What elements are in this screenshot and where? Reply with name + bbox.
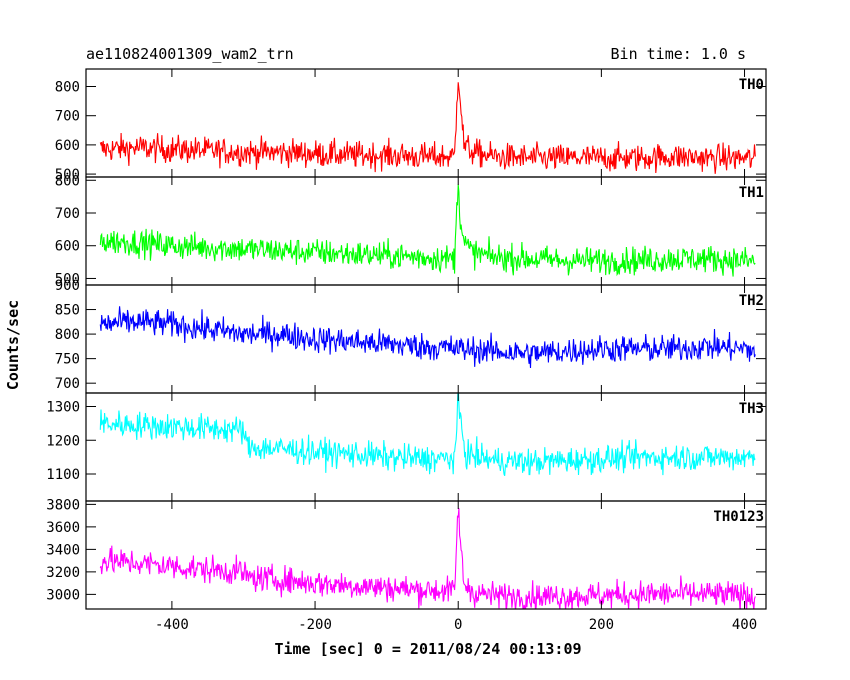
series-line-th0123	[99, 508, 756, 609]
x-tick-label: 200	[589, 617, 614, 633]
panel-label: TH2	[739, 293, 764, 309]
panel-th3: 1100 1200 1300 TH3	[46, 392, 767, 502]
y-tick-label: 800	[55, 173, 80, 189]
y-tick-label: 3000	[46, 587, 80, 603]
panel-label: TH3	[739, 401, 764, 417]
panel-th0123: 3000 3200 3400 3600 3800 TH0123	[46, 497, 767, 610]
x-tick-label: 0	[454, 617, 462, 633]
series-line-th3	[99, 393, 756, 477]
y-tick-label: 3600	[46, 520, 80, 536]
y-tick-label: 3800	[46, 497, 80, 513]
y-tick-label: 850	[55, 303, 80, 319]
panel-th1: 500 600 700 800 TH1	[55, 173, 767, 287]
x-tick-label: -400	[155, 617, 189, 633]
y-tick-label: 750	[55, 352, 80, 368]
x-tick-label: -200	[298, 617, 332, 633]
panel-label: TH0	[739, 77, 764, 93]
y-tick-label: 500	[55, 271, 80, 287]
series-line-th0	[99, 82, 756, 174]
y-tick-label: 500	[55, 167, 80, 183]
x-axis-title: Time [sec] 0 = 2011/08/24 00:13:09	[274, 640, 581, 658]
figure-title: ae110824001309_wam2_trn	[86, 45, 294, 63]
y-tick-label: 1100	[46, 467, 80, 483]
y-tick-label: 1200	[46, 433, 80, 449]
y-tick-label: 800	[55, 80, 80, 96]
x-tick-label: 400	[732, 617, 757, 633]
y-tick-label: 3400	[46, 542, 80, 558]
y-tick-label: 600	[55, 138, 80, 154]
series-line-th2	[99, 306, 756, 369]
panel-frame	[85, 284, 767, 394]
y-tick-label: 700	[55, 376, 80, 392]
panel-th2: 700 750 800 850 900 TH2	[55, 278, 767, 394]
y-tick-label: 700	[55, 206, 80, 222]
panel-frame	[85, 176, 767, 286]
y-tick-label: 900	[55, 278, 80, 294]
y-tick-label: 3200	[46, 565, 80, 581]
y-tick-label: 800	[55, 327, 80, 343]
y-tick-label: 600	[55, 239, 80, 255]
bin-time-label: Bin time: 1.0 s	[611, 45, 746, 63]
y-tick-label: 700	[55, 109, 80, 125]
panel-frame	[85, 392, 767, 502]
y-tick-label: 1300	[46, 400, 80, 416]
series-line-th1	[99, 184, 756, 277]
panel-label: TH1	[739, 185, 764, 201]
panel-label: TH0123	[713, 509, 764, 525]
y-axis-title: Counts/sec	[4, 300, 22, 390]
panel-th0: 500 600 700 800 TH0	[55, 68, 767, 183]
panel-frame	[85, 500, 767, 610]
panels: 500 600 700 800 TH0 500 600 700 800 TH1 700 750 800 8…	[46, 68, 767, 633]
